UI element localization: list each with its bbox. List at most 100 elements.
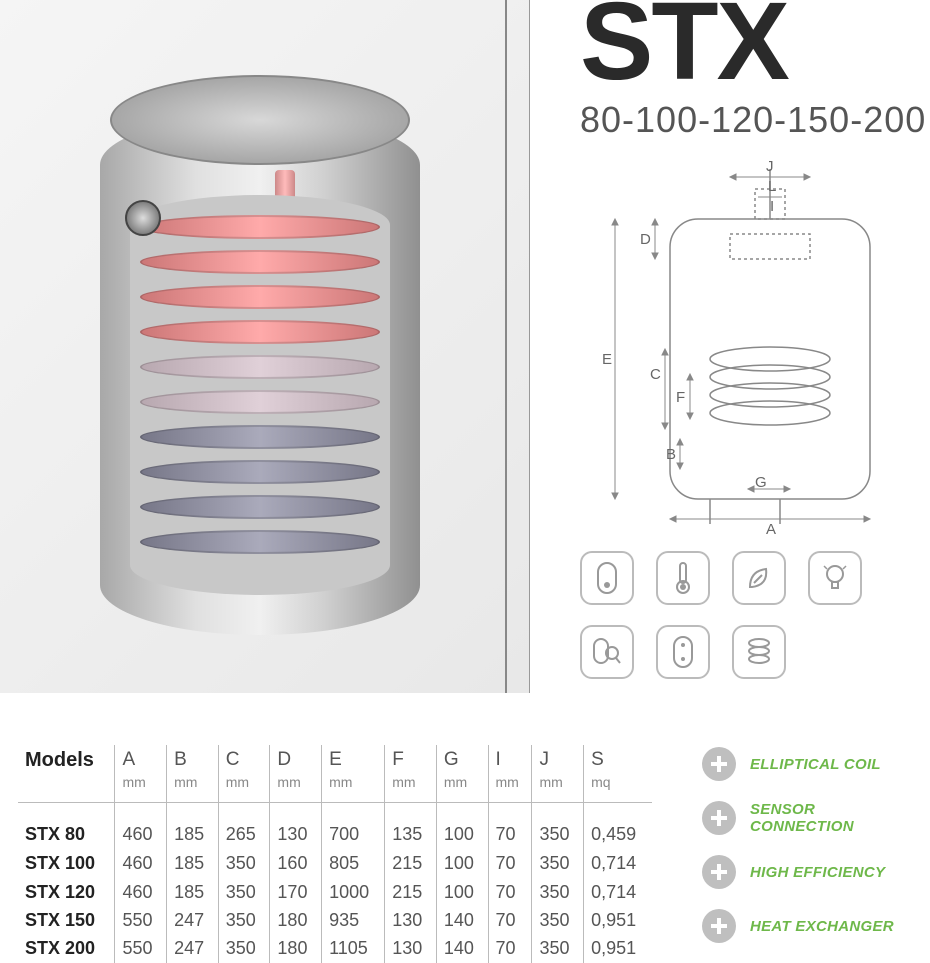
value-cell: 350 [532, 935, 584, 963]
svg-text:F: F [676, 389, 685, 406]
svg-text:C: C [650, 366, 661, 383]
feature-item: SENSOR CONNECTION [702, 801, 912, 835]
thermometer-icon [656, 551, 710, 605]
table-row: STX 1204601853501701000215100703500,714 [18, 878, 652, 906]
lightbulb-icon [808, 551, 862, 605]
value-cell: 100 [436, 803, 488, 850]
value-cell: 215 [385, 850, 437, 878]
value-cell: 550 [115, 935, 167, 963]
value-cell: 100 [436, 878, 488, 906]
table-row: STX 150550247350180935130140703500,951 [18, 906, 652, 934]
product-subtitle: 80-100-120-150-200 [580, 99, 930, 141]
table-row: STX 2005502473501801105130140703500,951 [18, 935, 652, 963]
feature-label: SENSOR CONNECTION [750, 801, 912, 835]
feature-icon-row-2 [580, 625, 930, 679]
magnify-tank-icon [580, 625, 634, 679]
plus-icon [702, 747, 736, 781]
value-cell: 700 [322, 803, 385, 850]
value-cell: 70 [488, 906, 532, 934]
technical-diagram: A E D C F B J L I G [580, 159, 910, 539]
svg-text:I: I [770, 198, 774, 215]
value-cell: 0,459 [584, 803, 652, 850]
value-cell: 185 [167, 850, 219, 878]
svg-text:J: J [766, 159, 774, 175]
value-cell: 805 [322, 850, 385, 878]
right-panel: STX 80-100-120-150-200 [530, 0, 930, 695]
value-cell: 185 [167, 878, 219, 906]
feature-label: ELLIPTICAL COIL [750, 756, 881, 773]
product-cutaway-image [0, 0, 530, 693]
svg-text:L: L [768, 178, 776, 195]
value-cell: 0,951 [584, 906, 652, 934]
model-cell: STX 120 [18, 878, 115, 906]
value-cell: 0,714 [584, 878, 652, 906]
model-cell: STX 80 [18, 803, 115, 850]
plus-icon [702, 855, 736, 889]
value-cell: 215 [385, 878, 437, 906]
feature-item: ELLIPTICAL COIL [702, 747, 912, 781]
product-title: STX [580, 0, 930, 91]
value-cell: 180 [270, 935, 322, 963]
value-cell: 100 [436, 850, 488, 878]
svg-text:D: D [640, 231, 651, 248]
value-cell: 135 [385, 803, 437, 850]
gauge-icon [125, 200, 161, 236]
plus-icon [702, 909, 736, 943]
svg-text:B: B [666, 446, 676, 463]
feature-label: HEAT EXCHANGER [750, 918, 894, 935]
value-cell: 0,951 [584, 935, 652, 963]
models-header: Models [18, 745, 115, 803]
value-cell: 140 [436, 906, 488, 934]
vertical-divider [505, 0, 507, 693]
value-cell: 247 [167, 906, 219, 934]
table-row: STX 80460185265130700135100703500,459 [18, 803, 652, 850]
value-cell: 0,714 [584, 850, 652, 878]
value-cell: 70 [488, 803, 532, 850]
value-cell: 350 [218, 850, 270, 878]
features-list: ELLIPTICAL COIL SENSOR CONNECTION HIGH E… [702, 745, 912, 963]
value-cell: 130 [270, 803, 322, 850]
value-cell: 160 [270, 850, 322, 878]
value-cell: 1000 [322, 878, 385, 906]
value-cell: 460 [115, 878, 167, 906]
spec-table: Models Amm Bmm Cmm Dmm Emm Fmm Gmm Imm J… [18, 745, 652, 963]
value-cell: 170 [270, 878, 322, 906]
model-cell: STX 100 [18, 850, 115, 878]
value-cell: 70 [488, 850, 532, 878]
value-cell: 265 [218, 803, 270, 850]
value-cell: 130 [385, 906, 437, 934]
table-header-row: Models Amm Bmm Cmm Dmm Emm Fmm Gmm Imm J… [18, 745, 652, 803]
value-cell: 70 [488, 878, 532, 906]
value-cell: 350 [218, 935, 270, 963]
feature-item: HIGH EFFICIENCY [702, 855, 912, 889]
bottom-section: Models Amm Bmm Cmm Dmm Emm Fmm Gmm Imm J… [0, 695, 930, 963]
feature-icon-row-1 [580, 551, 930, 605]
svg-text:E: E [602, 351, 612, 368]
svg-text:A: A [766, 521, 776, 538]
value-cell: 140 [436, 935, 488, 963]
value-cell: 550 [115, 906, 167, 934]
layers-icon [732, 625, 786, 679]
value-cell: 460 [115, 850, 167, 878]
value-cell: 935 [322, 906, 385, 934]
cylinder-illustration [100, 75, 420, 635]
model-cell: STX 150 [18, 906, 115, 934]
value-cell: 350 [532, 850, 584, 878]
value-cell: 247 [167, 935, 219, 963]
model-cell: STX 200 [18, 935, 115, 963]
value-cell: 350 [532, 906, 584, 934]
value-cell: 1105 [322, 935, 385, 963]
value-cell: 180 [270, 906, 322, 934]
feature-label: HIGH EFFICIENCY [750, 864, 885, 881]
value-cell: 350 [532, 878, 584, 906]
value-cell: 350 [218, 906, 270, 934]
top-section: STX 80-100-120-150-200 [0, 0, 930, 695]
value-cell: 130 [385, 935, 437, 963]
value-cell: 460 [115, 803, 167, 850]
tank-icon [580, 551, 634, 605]
value-cell: 350 [532, 803, 584, 850]
feature-item: HEAT EXCHANGER [702, 909, 912, 943]
table-row: STX 100460185350160805215100703500,714 [18, 850, 652, 878]
value-cell: 70 [488, 935, 532, 963]
plus-icon [702, 801, 736, 835]
